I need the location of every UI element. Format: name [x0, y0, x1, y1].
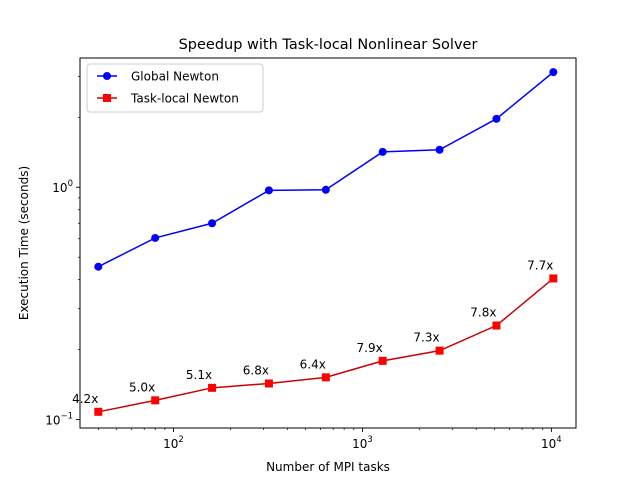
- plot-area: 102 103 104 10−1 100 4.2x 5.0x 5.1x 6.8x 6.4x 7.9x…: [45, 57, 577, 451]
- data-point: [151, 233, 160, 242]
- data-point: [435, 145, 444, 154]
- data-point: [94, 407, 103, 416]
- data-point: [264, 379, 273, 388]
- data-point: [321, 373, 330, 382]
- x-tick-label: 103: [352, 435, 373, 451]
- data-point: [549, 68, 558, 77]
- x-axis-label: Number of MPI tasks: [266, 460, 390, 474]
- data-point: [492, 321, 501, 330]
- y-tick-label: 10−1: [45, 412, 73, 428]
- speedup-annotation: 7.8x: [470, 306, 496, 320]
- legend-label-global: Global Newton: [131, 70, 219, 84]
- legend-box: [86, 63, 264, 113]
- data-point: [151, 396, 160, 405]
- data-point: [435, 346, 444, 355]
- data-point: [492, 114, 501, 123]
- plot-frame: [79, 57, 577, 429]
- data-point: [378, 356, 387, 365]
- legend-marker-tasklocal: [103, 94, 111, 102]
- speedup-annotation: 7.3x: [413, 331, 439, 345]
- x-tick-label: 104: [541, 435, 562, 451]
- speedup-annotation: 5.0x: [129, 380, 155, 394]
- speedup-annotation: 7.7x: [527, 258, 553, 272]
- data-point: [321, 185, 330, 194]
- data-point: [264, 186, 273, 195]
- speedup-annotation: 6.8x: [243, 363, 269, 377]
- data-point: [208, 383, 217, 392]
- legend: Global Newton Task-local Newton: [86, 63, 264, 113]
- speedup-annotation: 5.1x: [186, 368, 212, 382]
- y-tick-label: 100: [52, 179, 73, 195]
- speedup-annotation: 6.4x: [300, 357, 326, 371]
- data-point: [378, 147, 387, 156]
- data-point: [94, 262, 103, 271]
- x-tick-label: 102: [163, 435, 184, 451]
- speedup-annotation: 7.9x: [357, 341, 383, 355]
- series-line-1: [98, 277, 554, 413]
- speedup-annotation: 4.2x: [72, 392, 98, 406]
- legend-label-tasklocal: Task-local Newton: [130, 92, 239, 106]
- data-point: [549, 274, 558, 283]
- legend-marker-global: [103, 72, 111, 80]
- chart-title: Speedup with Task-local Nonlinear Solver: [179, 37, 478, 53]
- data-point: [208, 219, 217, 228]
- y-axis-label: Execution Time (seconds): [17, 166, 31, 320]
